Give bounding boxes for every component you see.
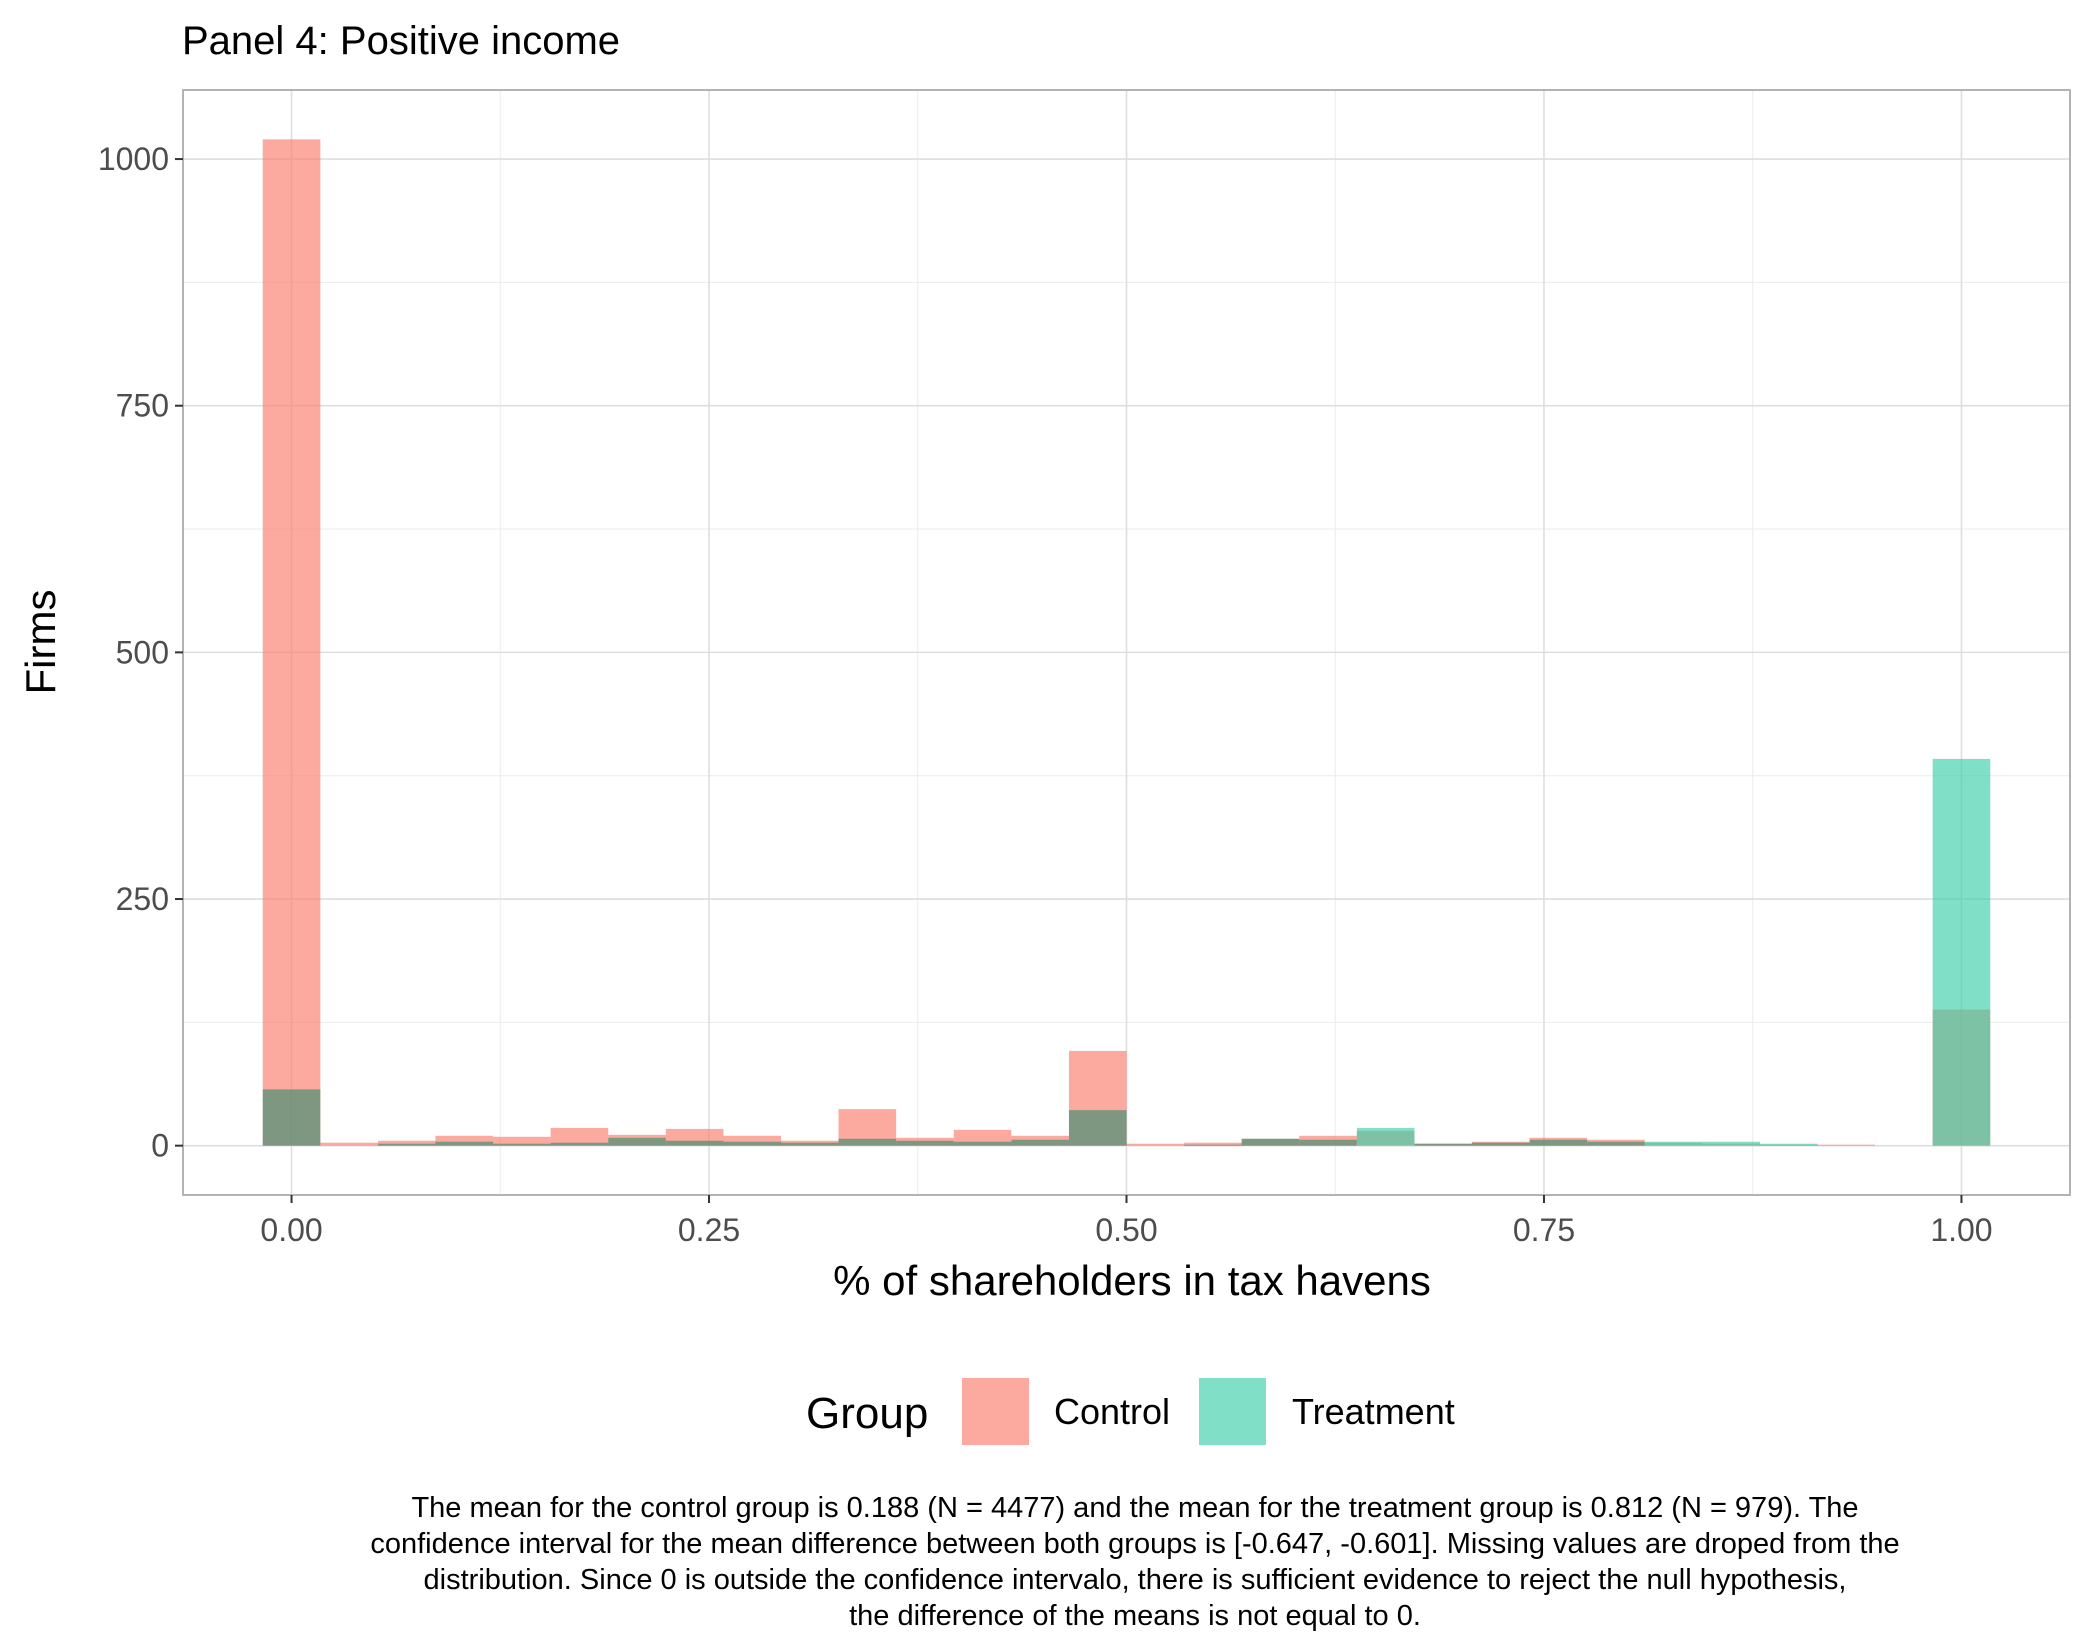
bar-treatment [1759, 1143, 1818, 1146]
caption-line: confidence interval for the mean differe… [370, 1528, 1900, 1560]
legend-swatch-control [962, 1378, 1029, 1445]
bar-treatment [1011, 1139, 1069, 1146]
y-axis: 0 250 500 750 1000 [98, 141, 183, 1164]
bar-control [435, 1135, 494, 1146]
bar-treatment [493, 1143, 551, 1146]
bar-control [723, 1135, 782, 1146]
bar-treatment [550, 1142, 609, 1146]
bar-treatment [1068, 1110, 1127, 1146]
legend-label-treatment: Treatment [1292, 1391, 1455, 1432]
bar-treatment [377, 1143, 436, 1146]
bar-treatment [1471, 1142, 1530, 1146]
bar-control [262, 139, 321, 1146]
x-tick-label: 0.25 [678, 1212, 740, 1248]
legend-label-control: Control [1054, 1391, 1170, 1432]
bar-control [320, 1142, 378, 1146]
legend: Group Control Treatment [806, 1378, 1455, 1445]
caption-line: distribution. Since 0 is outside the con… [423, 1564, 1847, 1596]
bar-control [493, 1136, 551, 1146]
x-tick-label: 0.50 [1095, 1212, 1157, 1248]
bar-control [550, 1127, 609, 1146]
bar-treatment [1184, 1144, 1242, 1146]
x-tick-label: 1.00 [1930, 1212, 1992, 1248]
y-tick-label: 750 [116, 388, 169, 424]
y-tick-label: 1000 [98, 141, 169, 177]
legend-title: Group [806, 1389, 928, 1438]
caption-line: the difference of the means is not equal… [849, 1600, 1421, 1632]
y-axis-label: Firms [17, 590, 64, 695]
bars-treatment [262, 758, 1991, 1146]
y-tick-label: 500 [116, 634, 169, 670]
bar-treatment [1932, 758, 1991, 1146]
bar-treatment [723, 1141, 782, 1146]
y-tick-label: 250 [116, 881, 169, 917]
bar-treatment [1529, 1139, 1588, 1146]
caption-line: The mean for the control group is 0.188 … [411, 1492, 1859, 1524]
bar-treatment [896, 1140, 954, 1146]
bar-treatment [435, 1141, 494, 1146]
x-tick-label: 0.75 [1513, 1212, 1575, 1248]
x-tick-label: 0.00 [260, 1212, 322, 1248]
bar-treatment [1299, 1139, 1357, 1146]
bar-treatment [1587, 1141, 1645, 1146]
bar-treatment [262, 1089, 321, 1146]
caption: The mean for the control group is 0.188 … [150, 1490, 2100, 1634]
bar-control [1126, 1143, 1185, 1146]
bar-treatment [953, 1141, 1012, 1146]
histogram-chart: Panel 4: Positive income 02505007501000 … [17, 19, 2071, 1445]
y-tick-label: 0 [151, 1128, 169, 1164]
bar-control [1817, 1144, 1876, 1146]
bar-treatment [608, 1137, 666, 1146]
bar-treatment [1702, 1141, 1760, 1146]
chart-title: Panel 4: Positive income [182, 19, 620, 63]
bar-treatment [1644, 1141, 1703, 1146]
x-axis: 0.00 0.25 0.50 0.75 1.00 [260, 1195, 1993, 1248]
bar-control [1184, 1142, 1242, 1146]
bar-treatment [838, 1138, 897, 1146]
bar-treatment [780, 1142, 839, 1146]
bar-treatment [1241, 1138, 1300, 1146]
bar-treatment [1414, 1143, 1473, 1146]
bar-control [377, 1140, 436, 1146]
legend-swatch-treatment [1199, 1378, 1266, 1445]
bar-treatment [1356, 1127, 1415, 1146]
x-axis-label: % of shareholders in tax havens [833, 1257, 1431, 1304]
bar-treatment [665, 1140, 724, 1146]
